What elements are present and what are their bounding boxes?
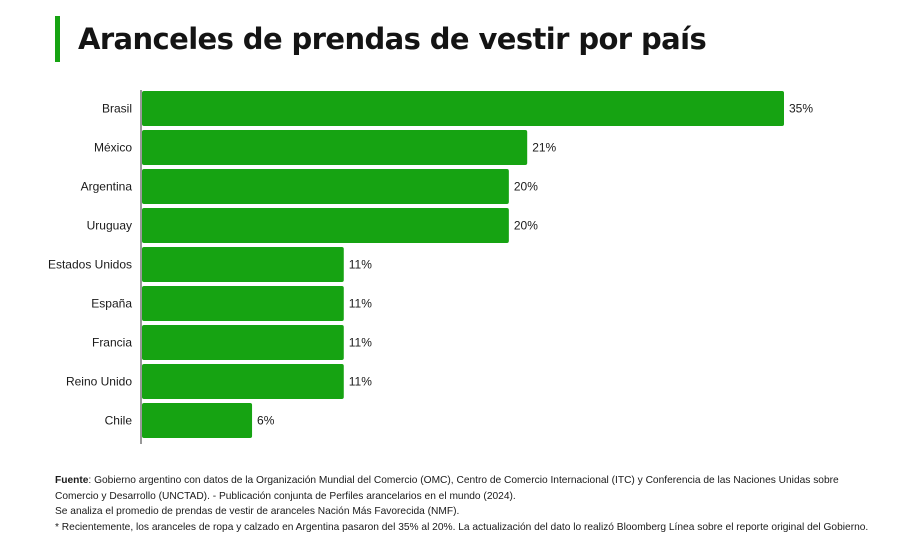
value-label: 11% [349, 258, 372, 272]
category-label: Estados Unidos [48, 258, 132, 272]
category-label: Francia [92, 336, 132, 350]
update-note: * Recientemente, los aranceles de ropa y… [55, 521, 869, 533]
bar-6 [142, 325, 344, 360]
method-note: Se analiza el promedio de prendas de ves… [55, 506, 460, 518]
value-label: 11% [349, 297, 372, 311]
category-label: Reino Unido [66, 375, 132, 389]
source-note: Fuente: Gobierno argentino con datos de … [55, 473, 875, 504]
value-label: 20% [514, 219, 538, 233]
bar-4 [142, 247, 344, 282]
value-label: 35% [789, 102, 813, 116]
bar-chart: Brasil 35% México 21% Argentina 20% Uruguay 20%… [48, 90, 813, 444]
bar-2 [142, 169, 509, 204]
category-label: Brasil [102, 102, 132, 116]
category-label: Argentina [81, 180, 133, 194]
bar-5 [142, 286, 344, 321]
category-label: Chile [105, 414, 133, 428]
title-accent-bar [55, 16, 60, 62]
title-block: Aranceles de prendas de vestir por país [55, 16, 707, 62]
chart-footer: Fuente: Gobierno argentino con datos de … [55, 473, 875, 535]
category-label: México [94, 141, 132, 155]
value-label: 11% [349, 375, 372, 389]
value-label: 6% [257, 414, 275, 428]
chart-title: Aranceles de prendas de vestir por país [78, 22, 707, 56]
bar-0 [142, 91, 784, 126]
source-text: : Gobierno argentino con datos de la Org… [55, 475, 839, 502]
bar-8 [142, 403, 253, 438]
category-label: Uruguay [87, 219, 132, 233]
value-label: 11% [349, 336, 372, 350]
category-label: España [91, 297, 132, 311]
bar-3 [142, 208, 509, 243]
value-label: 21% [532, 141, 556, 155]
source-label: Fuente [55, 475, 89, 486]
value-label: 20% [514, 180, 538, 194]
bar-7 [142, 364, 344, 399]
bar-1 [142, 130, 528, 165]
